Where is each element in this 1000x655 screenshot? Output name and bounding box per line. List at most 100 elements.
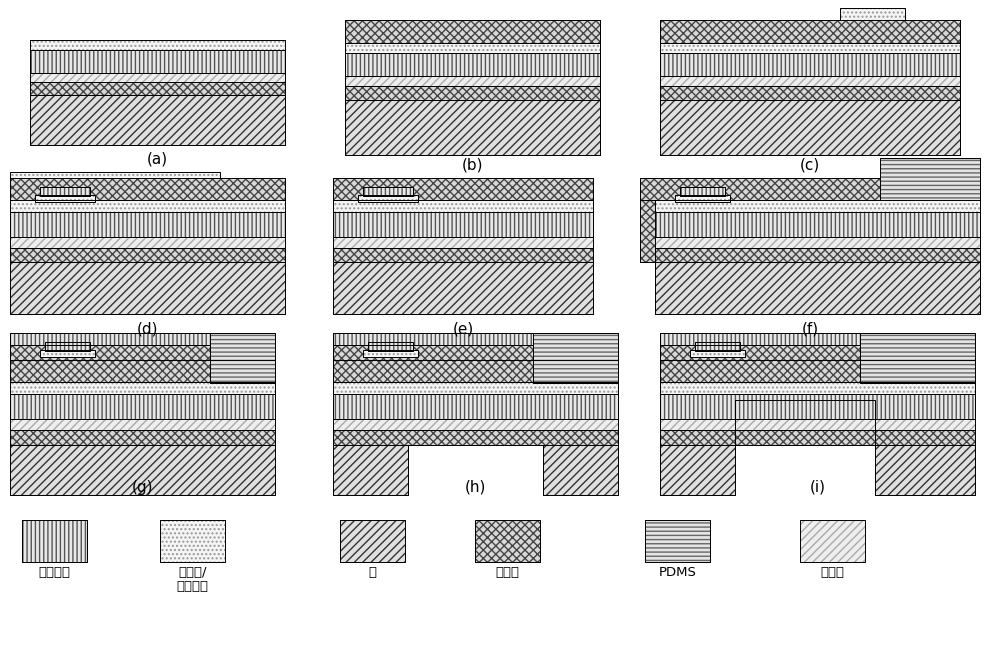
Bar xyxy=(345,100,600,155)
Bar xyxy=(10,345,210,360)
Bar xyxy=(695,342,740,351)
Bar xyxy=(363,187,413,196)
Text: (h): (h) xyxy=(465,480,486,495)
Bar xyxy=(333,248,593,262)
Bar xyxy=(40,350,95,357)
Bar xyxy=(660,445,735,495)
Bar xyxy=(340,520,405,562)
Bar xyxy=(333,200,593,212)
Bar xyxy=(363,350,418,357)
Text: (e): (e) xyxy=(452,322,474,337)
Bar xyxy=(333,360,618,382)
Text: 氧化硅: 氧化硅 xyxy=(496,566,520,579)
Bar xyxy=(30,40,285,50)
Bar xyxy=(340,520,405,562)
Bar xyxy=(533,333,618,383)
Bar xyxy=(660,76,960,86)
Bar xyxy=(660,76,960,86)
Bar xyxy=(860,333,975,383)
Bar xyxy=(333,430,618,445)
Bar xyxy=(640,200,655,262)
Bar xyxy=(333,333,533,345)
Bar xyxy=(660,419,975,430)
Bar xyxy=(10,333,210,345)
Bar xyxy=(655,212,980,237)
Bar xyxy=(210,333,275,383)
Bar xyxy=(345,43,600,53)
Bar xyxy=(660,20,960,43)
Bar xyxy=(655,200,980,212)
Bar xyxy=(660,86,960,100)
Bar xyxy=(10,200,285,212)
Bar xyxy=(333,430,618,445)
Bar xyxy=(30,40,285,50)
Bar xyxy=(345,20,600,43)
Bar xyxy=(333,360,618,382)
Bar xyxy=(30,95,285,145)
Bar xyxy=(210,333,275,383)
Bar xyxy=(30,50,285,73)
Bar xyxy=(35,195,95,202)
Bar xyxy=(10,212,285,237)
Bar xyxy=(358,195,418,202)
Bar xyxy=(543,445,618,495)
Bar xyxy=(10,382,275,394)
Text: (i): (i) xyxy=(810,480,826,495)
Bar xyxy=(368,342,413,351)
Bar xyxy=(655,237,980,248)
Bar xyxy=(840,8,905,20)
Bar xyxy=(35,195,95,202)
Bar xyxy=(10,172,220,178)
Bar xyxy=(10,394,275,419)
Bar xyxy=(333,445,408,495)
Bar xyxy=(660,360,975,382)
Bar xyxy=(30,95,285,145)
Bar xyxy=(345,76,600,86)
Bar xyxy=(640,178,880,200)
Bar xyxy=(345,86,600,100)
Bar xyxy=(875,445,975,495)
Bar xyxy=(10,333,210,345)
Bar xyxy=(475,520,540,562)
Bar xyxy=(660,333,860,345)
Bar xyxy=(345,20,600,43)
Bar xyxy=(880,158,980,200)
Bar xyxy=(10,262,285,314)
Bar xyxy=(475,520,540,562)
Bar xyxy=(345,53,600,76)
Bar xyxy=(333,419,618,430)
Bar xyxy=(660,382,975,394)
Bar xyxy=(22,520,87,562)
Bar xyxy=(333,178,593,200)
Bar xyxy=(10,237,285,248)
Bar xyxy=(660,43,960,53)
Bar xyxy=(368,342,413,351)
Text: 底电极: 底电极 xyxy=(820,566,844,579)
Bar xyxy=(333,237,593,248)
Bar xyxy=(660,100,960,155)
Bar xyxy=(660,345,860,360)
Bar xyxy=(660,394,975,419)
Bar xyxy=(363,350,418,357)
Bar xyxy=(10,237,285,248)
Bar xyxy=(333,382,618,394)
Bar xyxy=(840,8,905,20)
Bar xyxy=(333,200,593,212)
Bar xyxy=(660,382,975,394)
Bar xyxy=(345,100,600,155)
Bar xyxy=(10,382,275,394)
Bar xyxy=(333,237,593,248)
Bar xyxy=(333,394,618,419)
Bar xyxy=(735,400,875,445)
Bar xyxy=(10,430,275,445)
Bar xyxy=(40,350,95,357)
Bar xyxy=(655,262,980,314)
Bar xyxy=(10,394,275,419)
Bar xyxy=(675,195,730,202)
Bar xyxy=(333,345,533,360)
Bar xyxy=(660,430,975,445)
Bar xyxy=(10,262,285,314)
Bar xyxy=(543,445,618,495)
Bar xyxy=(690,350,745,357)
Bar xyxy=(640,200,655,262)
